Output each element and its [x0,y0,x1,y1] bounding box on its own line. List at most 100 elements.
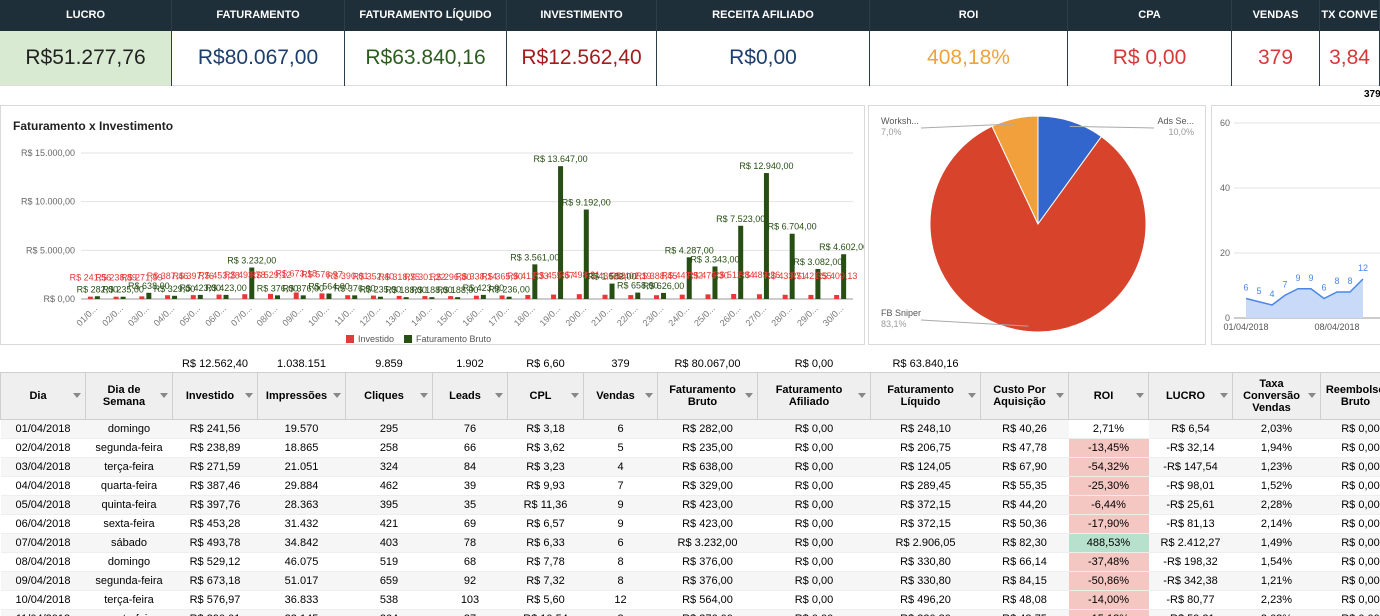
bar [326,293,332,299]
table-cell: -50,86% [1068,571,1149,591]
filter-icon[interactable] [1308,393,1316,398]
table-cell: 06/04/2018 [0,514,86,534]
table-cell: -R$ 98,01 [1148,476,1233,496]
kpi-value: R$80.067,00 [172,31,344,86]
data-label: R$ 421,55 [790,271,832,281]
data-label: R$ 412,33 [507,271,549,281]
data-label: R$ 423,00 [463,283,505,293]
bar [293,292,299,299]
filter-icon[interactable] [745,393,753,398]
column-title: Reembolso Bruto [1325,384,1380,408]
bar [661,292,666,299]
table-cell: 488,53% [1068,533,1149,553]
table-cell: R$ 241,56 [172,419,258,439]
x-tick-label: 21/0... [589,303,614,328]
table-cell: 6 [583,533,658,553]
column-title: Custo Por Aquisição [993,384,1046,408]
data-label: R$ 387,46 [147,271,189,281]
data-label: R$ 282,00 [77,284,119,294]
summary-cell: 1.038.151 [277,357,326,370]
column-title: Dia [29,390,47,402]
table-cell: R$ 6,57 [507,514,584,534]
data-label: R$ 638,00 [128,281,170,291]
y-tick-label: R$ 15.000,00 [21,148,75,158]
table-cell: 258 [345,438,433,458]
table-cell: 29.884 [257,476,346,496]
table-cell: 1,49% [1232,533,1321,553]
table-cell: R$ 376,00 [657,571,758,591]
table-cell: R$ 40,26 [980,419,1069,439]
summary-empty [1233,355,1321,373]
table-cell: R$ 638,00 [657,457,758,477]
table-cell: R$ 282,00 [657,419,758,439]
filter-icon[interactable] [333,393,341,398]
filter-icon[interactable] [160,393,168,398]
table-cell: -54,32% [1068,457,1149,477]
kpi-label: VENDAS [1232,0,1319,31]
table-cell: R$ 9,93 [507,476,584,496]
table-cell: -37,48% [1068,552,1149,572]
data-label: R$ 576,97 [301,269,343,279]
data-label: 8 [1334,276,1339,286]
table-cell: sábado [85,533,173,553]
column-header: Faturamento Líquido [870,372,981,420]
data-label: R$ 12.940,00 [739,161,793,171]
bar [319,293,325,299]
table-cell: R$ 0,00 [1320,514,1380,534]
table-cell: 103 [432,590,508,610]
data-label: 9 [1295,273,1300,283]
data-label: 7 [1282,279,1287,289]
column-title: Cliques [364,390,404,402]
bar [782,294,788,299]
data-label: R$ 235,00 [360,285,402,295]
x-tick-label: 25/0... [692,303,717,328]
filter-icon[interactable] [1136,393,1144,398]
bar [94,296,100,299]
filter-icon[interactable] [571,393,579,398]
table-cell: R$ 238,89 [172,438,258,458]
table-cell: terça-feira [85,457,173,477]
table-cell: R$ 67,90 [980,457,1069,477]
column-header: Custo Por Aquisição [980,372,1069,420]
kpi-cell: VENDAS 379 [1232,0,1320,86]
pie-value-label: 83,1% [881,319,907,329]
pie-panel: Ads Se... 10,0% FB Sniper 83,1% Worksh... 7,0… [868,105,1206,345]
table-cell: 659 [345,571,433,591]
bar [275,295,280,299]
filter-icon[interactable] [73,393,81,398]
column-header: Dia de Semana [85,372,173,420]
table-cell: R$ 0,00 [757,571,871,591]
table-cell: 462 [345,476,433,496]
filter-icon[interactable] [495,393,503,398]
data-label: R$ 238,89 [95,273,137,283]
x-tick-label: 11/0... [332,303,356,327]
bar-panel: Faturamento x Investimento R$ 0,00 R$ 5.00… [0,105,865,345]
kpi-value: 3,84 [1320,31,1379,86]
data-label: R$ 376,00 [334,283,376,293]
table-cell: 34.842 [257,533,346,553]
data-label: R$ 498,21 [559,270,601,280]
filter-icon[interactable] [420,393,428,398]
table-cell: -R$ 198,32 [1148,552,1233,572]
filter-icon[interactable] [645,393,653,398]
filter-icon[interactable] [245,393,253,398]
filter-icon[interactable] [858,393,866,398]
filter-icon[interactable] [1056,393,1064,398]
bar [345,295,351,299]
column-header: Cliques [345,372,433,420]
filter-icon[interactable] [968,393,976,398]
bar [506,296,512,299]
bar [268,293,273,299]
data-label: R$ 6.704,00 [768,222,817,232]
y-tick-label: 60 [1220,118,1230,128]
table-cell: -R$ 59,21 [1148,609,1233,616]
table-row: 10/04/2018 terça-feira R$ 576,97 36.833 538 1… [0,590,1380,610]
summary-empty [86,355,173,373]
bar [165,295,171,299]
table-cell: sexta-feira [85,514,173,534]
data-label: R$ 271,59 [121,272,163,282]
table-cell: R$ 6,54 [1148,419,1233,439]
filter-icon[interactable] [1220,393,1228,398]
